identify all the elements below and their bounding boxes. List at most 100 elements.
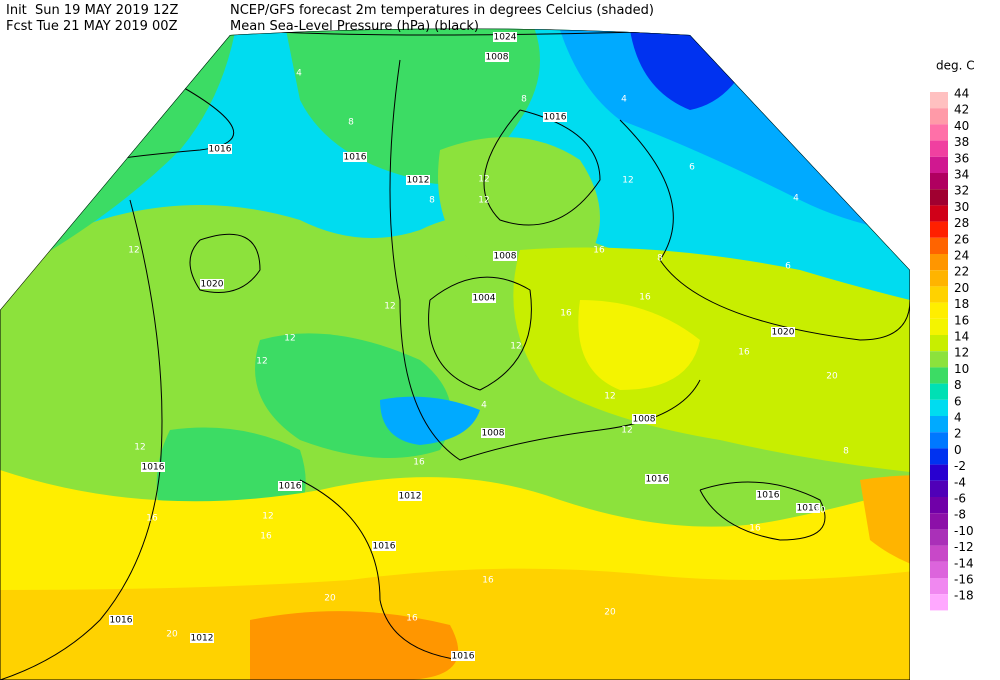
temperature-label: 16: [593, 246, 605, 256]
legend-swatch: [930, 399, 948, 416]
legend-swatch: [930, 448, 948, 465]
legend-label: 20: [954, 281, 969, 295]
isobar-label: 1016: [279, 482, 302, 492]
isobar-label: 1020: [201, 280, 224, 290]
temperature-label: 16: [413, 458, 425, 468]
temperature-label: 20: [324, 594, 336, 604]
legend-label: -8: [954, 508, 966, 522]
temperature-label: 4: [793, 194, 799, 204]
isobar: [239, 29, 701, 36]
legend-swatch: [930, 189, 948, 206]
isobar-label-bg: [485, 52, 509, 62]
isobar-label-bg: [109, 615, 133, 625]
legend-label: 36: [954, 151, 969, 165]
isobar: [699, 481, 826, 541]
legend-swatch: [930, 529, 948, 546]
isobar-label: 1016: [452, 652, 475, 662]
legend-swatch: [930, 205, 948, 222]
temperature-label: 12: [134, 443, 145, 453]
isobar-label: 1016: [209, 145, 232, 155]
legend-label: -14: [954, 556, 974, 570]
temperature-label: 8: [521, 95, 527, 105]
legend-swatch: [930, 594, 948, 611]
temperature-label: 4: [296, 69, 302, 79]
temperature-label: 4: [481, 401, 487, 411]
isobar-label-bg: [632, 414, 656, 424]
legend-swatch: [930, 221, 948, 238]
legend-label: 22: [954, 265, 969, 279]
legend-label: 4: [954, 411, 962, 425]
temperature-label: 16: [482, 576, 494, 586]
isobar-label: 1016: [757, 491, 780, 501]
isobar-label-bg: [200, 279, 224, 289]
isobar-label: 1016: [110, 616, 133, 626]
temperature-label: 12: [262, 512, 273, 522]
legend-label: -16: [954, 573, 974, 587]
legend-label: -6: [954, 492, 966, 506]
temperature-label: 12: [622, 176, 633, 186]
legend-swatch: [930, 464, 948, 481]
alps: [380, 396, 480, 445]
map-subtitle: Mean Sea-Level Pressure (hPa) (black): [230, 19, 479, 34]
temperature-label: 12: [621, 426, 632, 436]
legend-swatch: [930, 351, 948, 368]
legend-label: 0: [954, 443, 962, 457]
legend-label: 28: [954, 216, 969, 230]
temperature-label: 8: [657, 254, 663, 264]
legend-label: 14: [954, 330, 969, 344]
isobar-label-bg: [190, 633, 214, 643]
isobar-label: 1016: [797, 504, 820, 514]
legend-swatch: [930, 270, 948, 287]
isobar: [299, 479, 461, 661]
isobar-label: 1012: [399, 492, 422, 502]
isobar-label: 1016: [544, 113, 567, 123]
isobar-label-bg: [278, 481, 302, 491]
legend-label: -18: [954, 589, 974, 603]
temperature-label: 6: [785, 262, 791, 272]
legend-swatch: [930, 513, 948, 530]
legend-label: 24: [954, 249, 969, 263]
norwegian-sea: [280, 28, 540, 184]
temperature-label: 8: [348, 118, 354, 128]
temperature-label: 12: [604, 392, 615, 402]
init-time: Init Sun 19 MAY 2019 12Z: [6, 3, 179, 18]
legend-label: 34: [954, 168, 969, 182]
legend: 4442403836343230282624222018161412108642…: [930, 87, 974, 611]
legend-label: -2: [954, 459, 966, 473]
legend-swatch: [930, 545, 948, 562]
isobar-label-bg: [796, 503, 820, 513]
isobar-label-bg: [756, 490, 780, 500]
temperature-label: 16: [260, 532, 272, 542]
isobar: [189, 233, 261, 293]
baltic-region: [438, 137, 600, 278]
isobar-label: 1016: [646, 475, 669, 485]
isobar: [0, 199, 163, 680]
temperature-label: 20: [814, 506, 826, 516]
legend-label: -10: [954, 524, 974, 538]
isobar: [483, 109, 601, 226]
legend-swatch: [930, 302, 948, 319]
legend-swatch: [930, 561, 948, 578]
isobar: [428, 276, 532, 391]
legend-swatch: [930, 335, 948, 352]
temperature-label: 12: [510, 342, 521, 352]
isobar-label: 1016: [142, 463, 165, 473]
isobar-label-bg: [543, 112, 567, 122]
isobar-label: 1016: [373, 542, 396, 552]
temperature-label: 4: [621, 95, 627, 105]
east-europe: [513, 247, 910, 480]
legend-swatch: [930, 108, 948, 125]
legend-swatch: [930, 286, 948, 303]
isobar-label: 1008: [494, 252, 517, 262]
temperature-label: 16: [560, 309, 572, 319]
legend-label: 44: [954, 87, 969, 101]
temperature-label: 16: [146, 514, 158, 524]
legend-label: -4: [954, 475, 966, 489]
isobar-label: 1016: [344, 153, 367, 163]
legend-swatch: [930, 416, 948, 433]
temperature-label: 20: [826, 372, 838, 382]
legend-swatch: [930, 318, 948, 335]
isobar-label: 1004: [473, 294, 496, 304]
legend-swatch: [930, 497, 948, 514]
